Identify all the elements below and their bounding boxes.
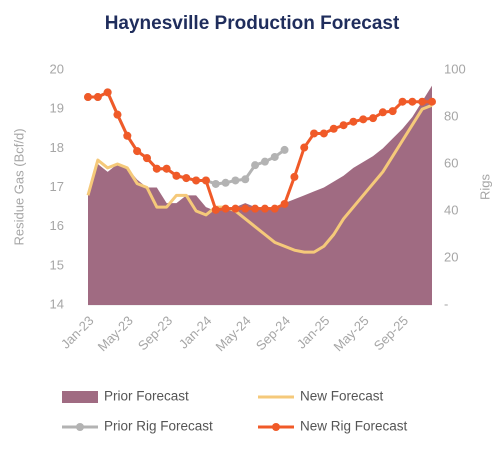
- y2-axis-label: Rigs: [477, 174, 492, 201]
- marker: [231, 204, 240, 213]
- chart-title: Haynesville Production Forecast: [105, 13, 400, 34]
- y-axis-label: Residue Gas (Bcf/d): [11, 128, 26, 245]
- x-tick-label: Sep-25: [371, 313, 411, 353]
- x-tick-label: Jan-24: [176, 313, 215, 352]
- marker: [251, 204, 260, 213]
- marker: [260, 157, 269, 166]
- marker: [201, 176, 210, 185]
- marker: [182, 174, 191, 183]
- x-tick-label: Sep-24: [253, 313, 293, 353]
- marker: [172, 171, 181, 180]
- marker: [142, 154, 151, 163]
- marker: [280, 199, 289, 208]
- y-tick-label: 18: [50, 140, 64, 155]
- marker: [280, 145, 289, 154]
- x-tick-label: Jan-23: [58, 313, 97, 352]
- y-tick-label: 15: [50, 257, 64, 272]
- marker: [290, 172, 299, 181]
- marker: [152, 164, 161, 173]
- area: [88, 85, 432, 306]
- marker: [408, 97, 417, 106]
- marker: [398, 97, 407, 106]
- marker: [123, 131, 132, 140]
- marker: [162, 164, 171, 173]
- y2-tick-label: 100: [444, 61, 466, 76]
- marker: [339, 121, 348, 130]
- marker: [192, 176, 201, 185]
- marker: [241, 175, 250, 184]
- marker: [300, 143, 309, 152]
- marker: [388, 107, 397, 116]
- y2-tick-label: -: [444, 296, 448, 311]
- x-tick-label: Sep-23: [135, 313, 175, 353]
- marker: [349, 117, 358, 126]
- marker: [241, 204, 250, 213]
- y-tick-label: 16: [50, 218, 64, 233]
- marker: [329, 124, 338, 133]
- marker: [221, 178, 230, 187]
- x-tick-label: May-25: [330, 313, 371, 354]
- marker: [113, 110, 122, 119]
- marker: [428, 97, 436, 106]
- marker: [270, 152, 279, 161]
- legend-label: Prior Rig Forecast: [104, 419, 213, 434]
- legend-swatch: [62, 391, 98, 403]
- y2-tick-label: 40: [444, 202, 458, 217]
- marker: [84, 93, 92, 102]
- y2-tick-label: 20: [444, 249, 458, 264]
- marker: [211, 205, 220, 214]
- x-tick-label: May-24: [213, 313, 254, 354]
- x-tick-label: Jan-25: [294, 313, 333, 352]
- marker: [369, 114, 378, 123]
- marker: [418, 97, 427, 106]
- marker: [310, 129, 319, 138]
- x-tick-label: May-23: [95, 313, 136, 354]
- y2-tick-label: 80: [444, 108, 458, 123]
- legend-label: Prior Forecast: [104, 389, 189, 404]
- marker: [359, 115, 368, 124]
- y-tick-label: 17: [50, 179, 64, 194]
- legend-marker: [76, 423, 84, 431]
- marker: [221, 204, 230, 213]
- marker: [260, 204, 269, 213]
- legend-label: New Rig Forecast: [300, 419, 408, 434]
- y-tick-label: 20: [50, 61, 64, 76]
- marker: [211, 179, 220, 188]
- y2-tick-label: 60: [444, 155, 458, 170]
- legend-label: New Forecast: [300, 389, 384, 404]
- marker: [251, 161, 260, 170]
- y-tick-label: 19: [50, 101, 64, 116]
- marker: [319, 129, 328, 138]
- marker: [378, 108, 387, 117]
- legend-marker: [272, 423, 280, 431]
- marker: [270, 204, 279, 213]
- marker: [133, 147, 142, 156]
- line: [86, 103, 433, 254]
- y-tick-label: 14: [50, 296, 64, 311]
- marker: [93, 93, 102, 102]
- marker: [103, 88, 112, 97]
- marker: [231, 176, 240, 185]
